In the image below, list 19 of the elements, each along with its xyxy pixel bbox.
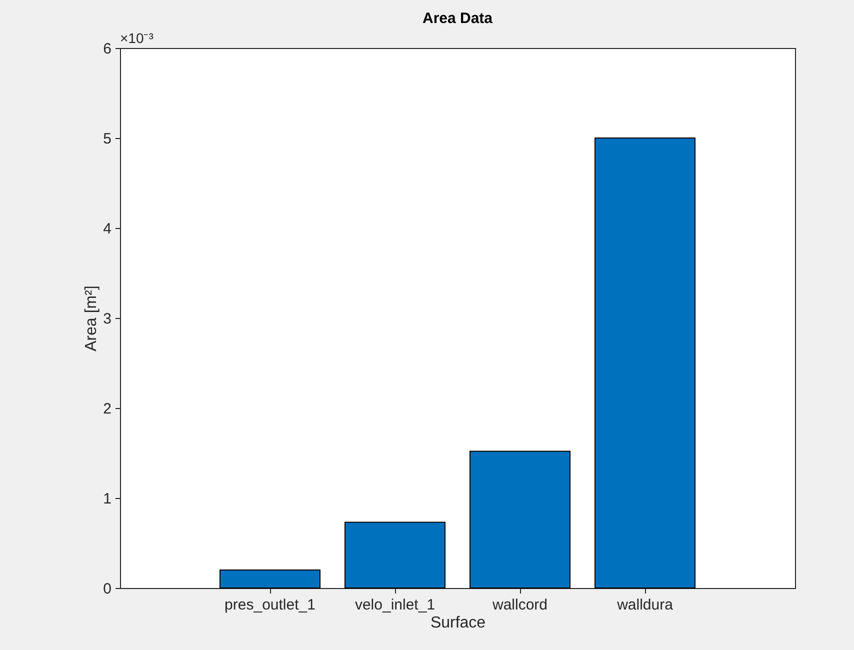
bar (220, 570, 320, 588)
y-tick-label: 1 (103, 490, 112, 508)
y-tick-label: 0 (103, 580, 112, 598)
x-tick-label: velo_inlet_1 (354, 596, 436, 614)
bar (344, 522, 446, 588)
y-axis-title: Area [m²] (83, 286, 100, 352)
y-tick-label: 3 (103, 310, 112, 328)
x-tick-label: wallcord (491, 596, 548, 614)
y-tick-label: 6 (103, 40, 112, 58)
x-axis-title: Surface (430, 614, 486, 632)
y-tick-label: 2 (103, 400, 112, 418)
bar (594, 138, 696, 588)
x-tick-label: pres_outlet_1 (224, 596, 316, 614)
y-tick-label: 5 (103, 130, 112, 148)
x-tick-label: walldura (616, 596, 674, 614)
text: ×10⁻³ (120, 30, 154, 46)
chart-title: Area Data (422, 10, 494, 27)
bar (470, 450, 570, 588)
y-tick-label: 4 (103, 220, 112, 238)
